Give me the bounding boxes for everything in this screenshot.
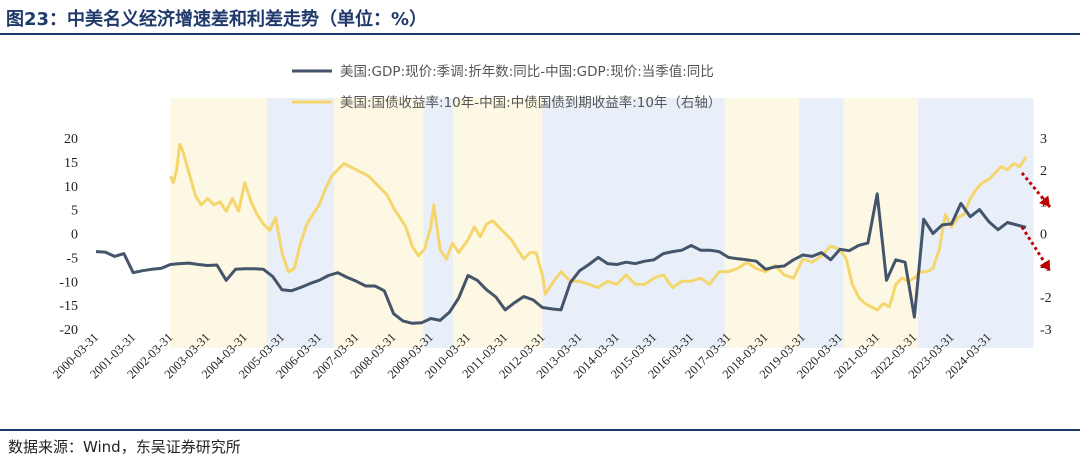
down-arrow-lower-head: [1039, 259, 1050, 271]
band-2: [334, 98, 424, 348]
trend-arrows: [1020, 172, 1052, 272]
legend-label-gdp: 美国:GDP:现价:季调:折年数:同比-中国:GDP:现价:当季值:同比: [340, 64, 714, 80]
left-tick-label: -10: [59, 275, 78, 290]
left-tick-label: 0: [71, 228, 78, 243]
band-7: [799, 98, 844, 348]
left-tick-label: 20: [64, 132, 78, 147]
title-rule: [0, 33, 1080, 35]
left-tick-label: -15: [59, 299, 78, 314]
right-tick-label: 3: [1040, 132, 1047, 147]
band-6: [724, 98, 800, 348]
right-tick-label: -2: [1040, 291, 1052, 306]
left-tick-label: 10: [64, 180, 78, 195]
series-lines: [95, 142, 1028, 325]
period-bands: [170, 98, 1034, 348]
data-source: 数据来源：Wind，东吴证券研究所: [8, 438, 241, 456]
legend: 美国:GDP:现价:季调:折年数:同比-中国:GDP:现价:当季值:同比 美国:…: [292, 64, 721, 111]
right-tick-label: 0: [1040, 228, 1047, 243]
legend-label-spread: 美国:国债收益率:10年-中国:中债国债到期收益率:10年（右轴）: [340, 94, 721, 111]
left-tick-label: -20: [59, 323, 78, 338]
left-tick-label: 15: [64, 156, 78, 171]
figure-title: 图23：中美名义经济增速差和利差走势（单位：%）: [6, 9, 428, 30]
footer-rule: [0, 429, 1080, 431]
right-tick-label: -3: [1040, 323, 1052, 338]
band-3: [423, 98, 454, 348]
left-axis-ticks: 20 15 10 5 0 -5 -10 -15 -20: [59, 132, 78, 338]
band-0: [170, 98, 268, 348]
band-1: [267, 98, 335, 348]
left-tick-label: 5: [71, 204, 78, 219]
left-tick-label: -5: [66, 251, 78, 266]
right-tick-label: 2: [1040, 164, 1047, 179]
series-line-gdp: [95, 192, 1027, 325]
band-9: [918, 98, 1034, 348]
band-5: [542, 98, 725, 348]
band-4: [453, 98, 543, 348]
right-axis-ticks: 3210-1-2-3: [1040, 132, 1052, 338]
down-arrow-upper-head: [1039, 195, 1050, 207]
series-line-spread: [169, 142, 1028, 312]
